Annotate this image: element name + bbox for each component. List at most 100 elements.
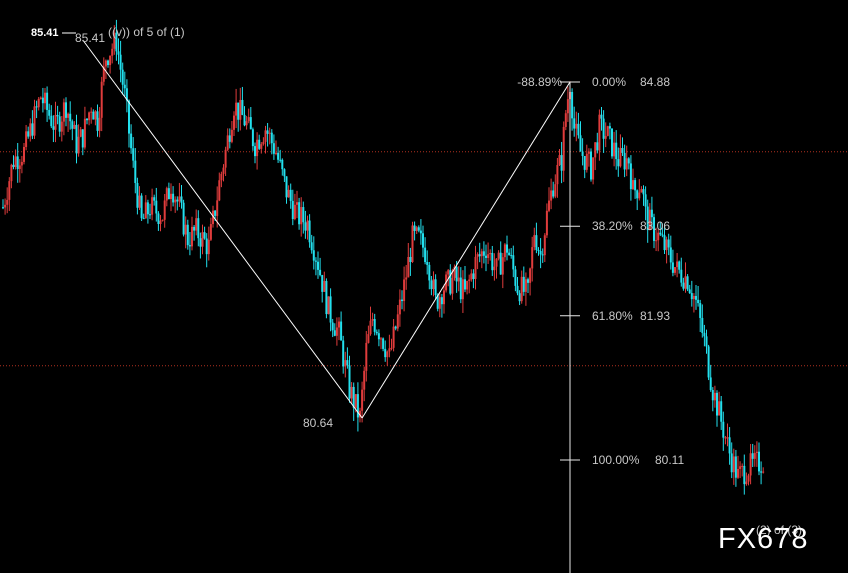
candle-body — [560, 155, 563, 171]
candle-body — [130, 133, 133, 149]
candle-body — [58, 116, 61, 132]
candle-body — [329, 296, 332, 323]
candle-body — [422, 233, 424, 248]
candle-body — [573, 118, 576, 129]
candle-body — [277, 152, 280, 160]
candle-body — [566, 99, 569, 114]
candle-body — [703, 332, 706, 337]
candle-body — [403, 279, 406, 302]
candle-body — [455, 266, 458, 282]
candle-body — [29, 123, 32, 137]
candle-body — [550, 190, 553, 201]
candle-body — [375, 331, 378, 334]
candle-body — [587, 151, 590, 154]
candle-body — [608, 126, 611, 129]
candle-body — [23, 146, 25, 162]
candle-body — [348, 365, 351, 399]
candle-body — [650, 209, 653, 218]
candle-body — [749, 453, 752, 476]
candle-body — [495, 258, 498, 267]
candle-body — [411, 225, 414, 263]
candle-body — [44, 92, 46, 104]
candle-body — [191, 226, 193, 247]
candle-body — [222, 167, 225, 174]
candle-body — [325, 280, 328, 315]
candle-body — [741, 465, 744, 467]
fib-level-percent: 0.00% — [592, 75, 626, 89]
candle-body — [615, 142, 618, 160]
candle-body — [338, 321, 340, 328]
candle-body — [739, 466, 742, 469]
candle-body — [98, 117, 101, 131]
candle-body — [25, 131, 28, 147]
candle-body — [90, 111, 93, 113]
candle-body — [239, 99, 242, 120]
fib-level-percent: -88.89% — [517, 75, 562, 89]
candle-body — [300, 207, 303, 225]
candle-body — [333, 330, 336, 336]
candle-body — [682, 282, 685, 289]
candle-body — [140, 195, 143, 219]
candle-body — [405, 277, 408, 280]
candle-body — [655, 240, 658, 242]
candle-body — [581, 151, 584, 157]
candle-body — [695, 295, 697, 300]
candle-body — [79, 129, 82, 137]
candle-body — [726, 437, 729, 439]
candle-body — [554, 184, 557, 197]
candle-body — [285, 176, 288, 198]
candle-body — [520, 276, 523, 302]
candle-body — [20, 161, 23, 166]
candle-body — [640, 189, 643, 193]
candle-body — [81, 129, 84, 148]
candle-body — [107, 60, 109, 66]
candle-body — [367, 334, 370, 343]
candle-body — [430, 280, 433, 290]
candle-body — [522, 276, 525, 292]
candle-body — [48, 109, 51, 116]
candle-body — [667, 239, 670, 248]
candle-body — [216, 200, 219, 216]
candle-body — [161, 219, 164, 221]
candle-body — [747, 475, 750, 482]
candle-body — [67, 113, 70, 118]
fib-level-percent: 61.80% — [592, 309, 633, 323]
candle-body — [753, 452, 756, 459]
candle-body — [688, 289, 691, 294]
candle-body — [653, 217, 655, 241]
candle-body — [283, 169, 286, 177]
fib-level-percent: 100.00% — [592, 453, 640, 467]
candle-body — [415, 227, 418, 231]
candle-body — [115, 32, 118, 52]
candle-body — [128, 100, 130, 134]
candle-body — [432, 279, 435, 290]
candle-body — [541, 254, 544, 256]
candle-body — [491, 252, 494, 271]
candle-body — [180, 196, 183, 203]
candle-body — [663, 235, 666, 251]
candle-body — [755, 451, 758, 453]
candle-body — [684, 276, 687, 289]
candle-body — [760, 471, 763, 473]
candle-body — [237, 102, 240, 120]
candle-body — [592, 157, 595, 180]
candle-body — [476, 254, 479, 257]
candle-body — [548, 200, 550, 211]
candle-body — [10, 164, 13, 182]
candle-body — [558, 155, 561, 165]
candle-body — [159, 220, 162, 224]
candle-body — [94, 111, 97, 120]
candle-body — [8, 181, 11, 200]
candle-body — [417, 227, 420, 231]
candle-body — [724, 437, 727, 439]
candle-body — [390, 347, 393, 349]
candle-body — [648, 209, 651, 231]
candle-body — [88, 112, 91, 121]
candle-body — [2, 207, 4, 209]
candle-body — [449, 270, 452, 294]
candle-body — [119, 54, 122, 70]
candle-body — [392, 326, 395, 348]
candle-body — [398, 299, 401, 315]
candle-body — [621, 148, 624, 153]
candle-body — [56, 114, 59, 117]
